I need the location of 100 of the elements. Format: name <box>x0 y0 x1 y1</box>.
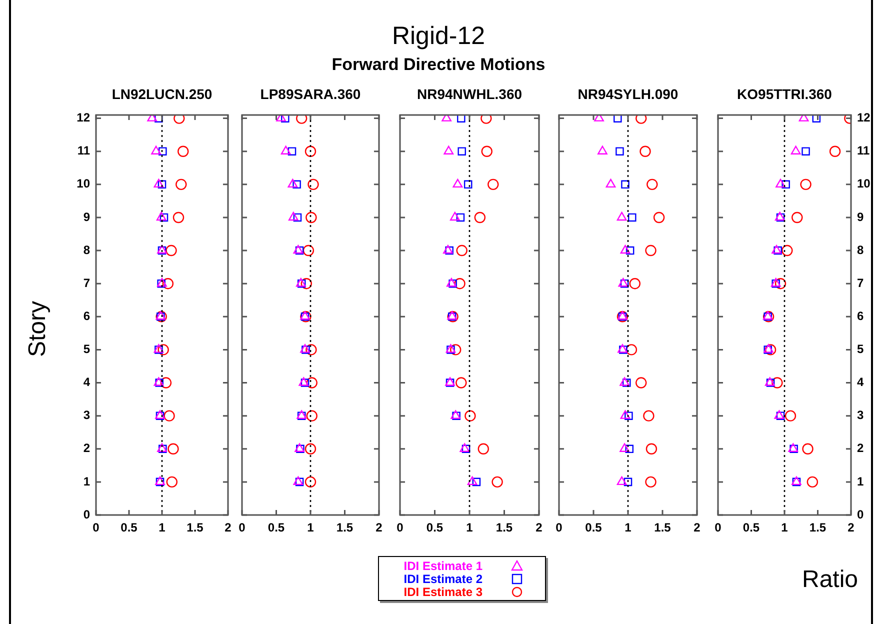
point <box>620 244 630 254</box>
point <box>620 410 630 419</box>
point <box>450 344 462 356</box>
x-tick-label: 0.5 <box>268 520 285 535</box>
point <box>782 244 793 256</box>
point <box>168 443 179 454</box>
x-tick-label: 1 <box>158 520 166 535</box>
point <box>806 476 818 488</box>
point <box>296 115 308 124</box>
point <box>452 178 463 188</box>
point <box>625 444 634 454</box>
point <box>306 212 317 224</box>
x-tick-label: 0.5 <box>585 520 602 535</box>
y-tick-label: 11 <box>77 144 90 158</box>
point <box>302 244 314 256</box>
y-tick-label: 8 <box>83 242 90 257</box>
y-tick-label: 4 <box>857 375 864 390</box>
point <box>621 180 630 189</box>
x-tick-label: 0.5 <box>742 520 760 535</box>
point <box>178 146 189 157</box>
text: IDI Estimate 3 <box>402 584 482 598</box>
point <box>462 444 470 454</box>
y-tick-label: 5 <box>83 342 90 356</box>
x-tick-label: 0.5 <box>426 520 444 535</box>
point <box>481 146 492 157</box>
y-tick-label: 3 <box>857 408 864 422</box>
point <box>776 178 786 188</box>
point <box>448 279 457 288</box>
x-tick-label: 1.5 <box>186 520 204 535</box>
x-tick-label: 2 <box>376 520 383 535</box>
point <box>640 146 651 157</box>
chart-title: NR94NWHL.360 <box>416 86 524 102</box>
point <box>306 344 317 356</box>
point <box>784 410 796 422</box>
point <box>646 443 658 454</box>
point <box>176 178 187 190</box>
point <box>304 476 316 488</box>
point <box>288 212 298 221</box>
point <box>800 178 812 190</box>
point <box>166 476 178 488</box>
point <box>636 377 647 388</box>
y-tick-label: 5 <box>857 342 864 356</box>
point <box>802 147 810 156</box>
point <box>812 115 821 122</box>
point <box>300 278 312 290</box>
y-tick-label: 9 <box>83 210 90 224</box>
point <box>646 178 658 190</box>
point <box>645 244 656 256</box>
point <box>306 410 318 422</box>
x-tick-label: 1.5 <box>496 520 513 535</box>
y-tick-label: 10 <box>76 176 90 191</box>
point <box>792 212 803 224</box>
point <box>628 213 636 222</box>
point <box>790 146 801 154</box>
point <box>158 180 166 189</box>
x-tick-label: 2 <box>848 520 855 535</box>
point <box>166 244 177 256</box>
x-tick-label: 0 <box>92 520 100 535</box>
point <box>774 246 782 255</box>
y-tick-label: 3 <box>83 408 90 422</box>
chart-title: NR94SYLH.090 <box>576 86 680 102</box>
point <box>458 147 466 156</box>
point <box>464 180 472 189</box>
y-tick-label: 2 <box>83 441 90 456</box>
point <box>474 212 486 224</box>
y-tick-label: 12 <box>76 110 90 125</box>
point <box>154 178 164 188</box>
point <box>620 279 629 288</box>
y-tick-label: 7 <box>83 276 90 290</box>
y-tick-label: 10 <box>857 176 871 191</box>
text: IDI Estimate 1 <box>402 558 482 572</box>
point <box>772 377 783 388</box>
point <box>606 178 616 188</box>
point <box>304 443 316 454</box>
x-tick-label: 0 <box>396 520 404 535</box>
point <box>454 278 466 290</box>
point <box>616 147 624 156</box>
point <box>636 115 647 124</box>
x-tick-label: 2 <box>694 520 701 535</box>
x-tick-label: 0 <box>238 520 246 535</box>
x-tick-label: 1.5 <box>809 520 826 535</box>
point <box>492 476 503 488</box>
point <box>774 278 786 290</box>
point <box>620 377 630 386</box>
point <box>293 213 302 222</box>
x-tick-label: 1 <box>781 520 788 535</box>
y-tick-label: 4 <box>83 375 90 390</box>
point <box>288 178 298 188</box>
point <box>288 147 296 156</box>
point <box>478 443 489 454</box>
point <box>464 410 476 422</box>
point <box>626 246 634 255</box>
point <box>616 476 627 486</box>
y-tick-label: 11 <box>857 144 870 158</box>
x-tick-label: 0.5 <box>120 520 138 535</box>
point <box>629 278 640 290</box>
point <box>620 443 630 452</box>
point <box>156 212 166 221</box>
point <box>280 146 291 154</box>
point <box>445 246 454 255</box>
